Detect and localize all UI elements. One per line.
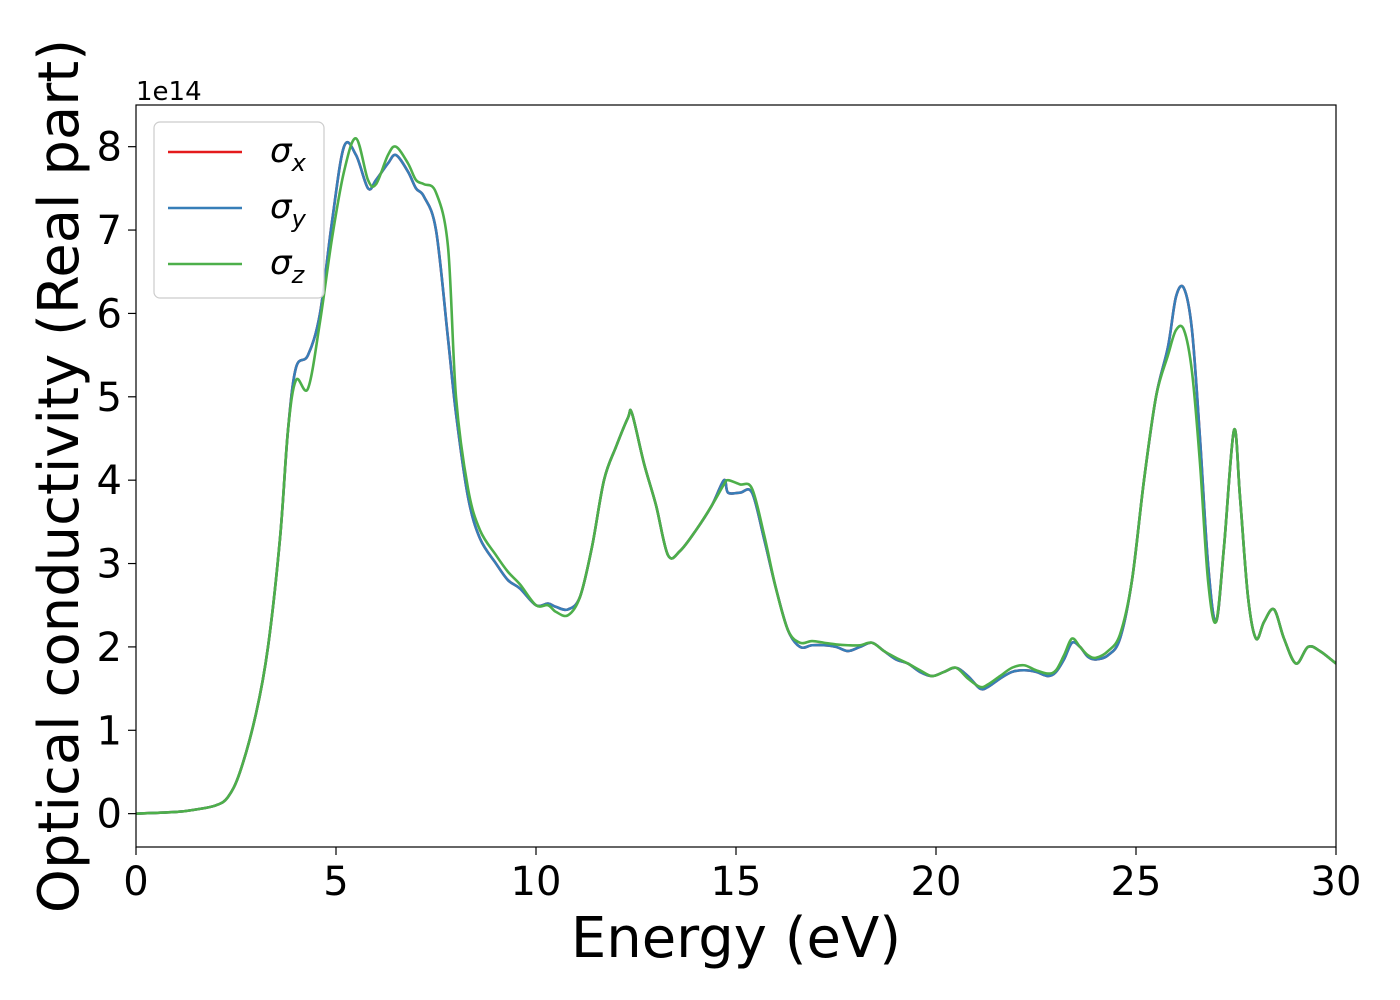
y-tick-label: 0 [97, 792, 122, 838]
y-axis: 0 1 2 3 4 5 6 7 8 [97, 125, 136, 838]
y-tick-label: 7 [97, 208, 122, 254]
y-tick-label: 3 [97, 542, 122, 588]
x-tick-label: 10 [511, 859, 562, 905]
legend-label-x: σx [270, 131, 307, 177]
series-line-z [136, 137, 1336, 815]
y-offset-label: 1e14 [136, 77, 202, 107]
y-tick-label: 2 [97, 625, 122, 671]
x-tick-label: 15 [711, 859, 762, 905]
y-tick-label: 6 [97, 291, 122, 337]
y-axis-label: Optical conductivity (Real part) [27, 39, 92, 913]
x-tick-label: 0 [123, 859, 148, 905]
x-tick-label: 5 [323, 859, 348, 905]
x-axis-label: Energy (eV) [571, 906, 901, 971]
y-tick-label: 8 [97, 125, 122, 171]
y-tick-label: 4 [97, 458, 122, 504]
x-tick-label: 30 [1311, 859, 1362, 905]
x-axis: 0 5 10 15 20 25 30 [123, 847, 1361, 905]
x-tick-label: 25 [1111, 859, 1162, 905]
legend-box [153, 121, 325, 299]
y-tick-label: 1 [97, 708, 122, 754]
y-tick-label: 5 [97, 375, 122, 421]
series-layer [136, 137, 1336, 815]
x-tick-label: 20 [911, 859, 962, 905]
